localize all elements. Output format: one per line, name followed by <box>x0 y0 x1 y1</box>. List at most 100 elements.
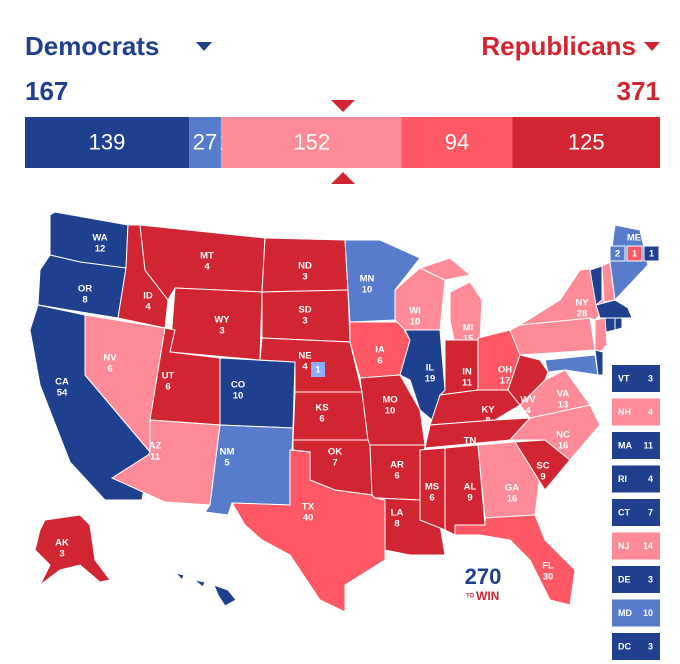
district-box[interactable] <box>643 245 660 262</box>
small-state-ev: 3 <box>648 574 653 584</box>
state-shape[interactable] <box>544 354 599 376</box>
small-state-box[interactable] <box>612 398 660 426</box>
state-abbr: OR <box>78 284 92 295</box>
state-shape[interactable] <box>193 579 206 588</box>
state-ev: 4 <box>207 609 213 620</box>
rating-segment <box>222 117 402 168</box>
state-ev: 6 <box>394 471 399 482</box>
small-state-ev: 7 <box>648 507 653 517</box>
state-shape[interactable] <box>204 424 294 516</box>
state-ev: 3 <box>302 272 307 283</box>
state-abbr: TN <box>464 436 477 447</box>
state-abbr: IN <box>462 367 472 378</box>
us-map: WA12OR8CA54ID4MT4WY3NV6UT6AZ11CO10NM5ND3… <box>29 211 660 620</box>
state-ev: 28 <box>577 309 588 320</box>
small-state-box[interactable] <box>612 566 660 593</box>
state-abbr: ME <box>627 233 641 244</box>
state-ev: 40 <box>303 513 314 524</box>
state-shape[interactable] <box>174 572 185 581</box>
state-ev: 6 <box>165 382 170 393</box>
state-abbr: NV <box>103 353 117 364</box>
state-abbr: WV <box>520 395 536 406</box>
state-shape[interactable] <box>614 317 623 331</box>
state-ev: 11 <box>462 378 473 389</box>
state-abbr: CA <box>55 377 69 388</box>
state-abbr: VA <box>557 389 570 400</box>
state-shape[interactable] <box>594 317 608 353</box>
democrats-label[interactable]: Democrats <box>25 31 159 61</box>
district-box[interactable] <box>626 245 643 262</box>
state-ev: 7 <box>332 458 337 469</box>
state-ev: 4 <box>525 406 531 417</box>
state-abbr: OK <box>328 447 342 458</box>
state-shape[interactable] <box>454 514 576 606</box>
state-shape[interactable] <box>213 584 237 607</box>
logo-word: WIN <box>476 589 499 603</box>
small-state-abbr: CT <box>618 507 630 517</box>
small-state-box[interactable] <box>612 532 660 560</box>
state-ev: 3 <box>302 316 307 327</box>
state-shape[interactable] <box>34 514 111 586</box>
small-state-box[interactable] <box>612 633 660 660</box>
state-abbr: KY <box>481 405 495 416</box>
state-ev: 10 <box>410 317 421 328</box>
dropdown-caret[interactable] <box>644 42 660 51</box>
state-abbr: ID <box>143 291 153 302</box>
state-abbr: MT <box>200 251 214 262</box>
state-ev: 19 <box>425 374 436 385</box>
state-shape[interactable] <box>477 441 541 519</box>
state-shape[interactable] <box>418 257 472 281</box>
state-abbr: AR <box>390 460 404 471</box>
state-shape[interactable] <box>292 391 369 441</box>
small-state-box[interactable] <box>612 365 660 392</box>
rating-value: 94 <box>445 129 469 154</box>
state-abbr: AZ <box>149 441 162 452</box>
rating-segment <box>401 117 513 168</box>
district-ev: 1 <box>632 249 638 260</box>
dropdown-caret[interactable] <box>196 42 212 51</box>
state-abbr: IL <box>426 363 435 374</box>
state-shape[interactable] <box>231 449 386 613</box>
small-state-box[interactable] <box>612 465 660 493</box>
state-abbr: HI <box>205 598 215 609</box>
state-shape[interactable] <box>595 299 633 319</box>
state-ev: 6 <box>107 364 112 375</box>
district-box[interactable] <box>311 362 325 377</box>
small-state-box[interactable] <box>612 499 660 526</box>
state-ev: 9 <box>540 472 545 483</box>
state-abbr: KS <box>315 403 328 414</box>
state-abbr: TX <box>302 502 315 513</box>
small-state-boxes: VT 3 NH 4 MA 11 RI 4 CT 7 NJ 14 DE 3 MD 10 DC 3 <box>612 365 660 660</box>
small-state-ev: 10 <box>643 608 653 618</box>
state-abbr: NC <box>556 430 570 441</box>
small-state-ev: 4 <box>648 474 653 484</box>
state-shape[interactable] <box>399 329 446 421</box>
state-abbr: UT <box>162 371 175 382</box>
state-ev: 17 <box>500 376 511 387</box>
state-ev: 16 <box>507 494 518 505</box>
state-ev: 4 <box>204 262 210 273</box>
small-state-box[interactable] <box>612 599 660 627</box>
state-shape[interactable] <box>589 265 603 306</box>
small-state-ev: 4 <box>648 407 653 417</box>
logo-small: TO <box>466 594 475 600</box>
district-box[interactable] <box>609 245 626 262</box>
state-abbr: NE <box>298 351 311 362</box>
state-abbr: AL <box>464 482 477 493</box>
rating-value: 125 <box>568 129 605 154</box>
state-shape[interactable] <box>139 224 266 301</box>
state-ev: 10 <box>233 391 244 402</box>
state-abbr: MN <box>360 274 375 285</box>
state-shape[interactable] <box>509 317 596 356</box>
logo-number: 270 <box>465 564 502 589</box>
state-abbr: SC <box>536 461 549 472</box>
republicans-label[interactable]: Republicans <box>481 31 636 61</box>
state-abbr: NY <box>575 298 589 309</box>
state-abbr: AK <box>55 538 69 549</box>
state-shape[interactable] <box>219 357 296 429</box>
small-state-box[interactable] <box>612 432 660 459</box>
state-shape[interactable] <box>419 447 446 531</box>
state-shape[interactable] <box>438 339 479 396</box>
rating-value: 139 <box>89 129 126 154</box>
state-abbr: ND <box>298 261 312 272</box>
